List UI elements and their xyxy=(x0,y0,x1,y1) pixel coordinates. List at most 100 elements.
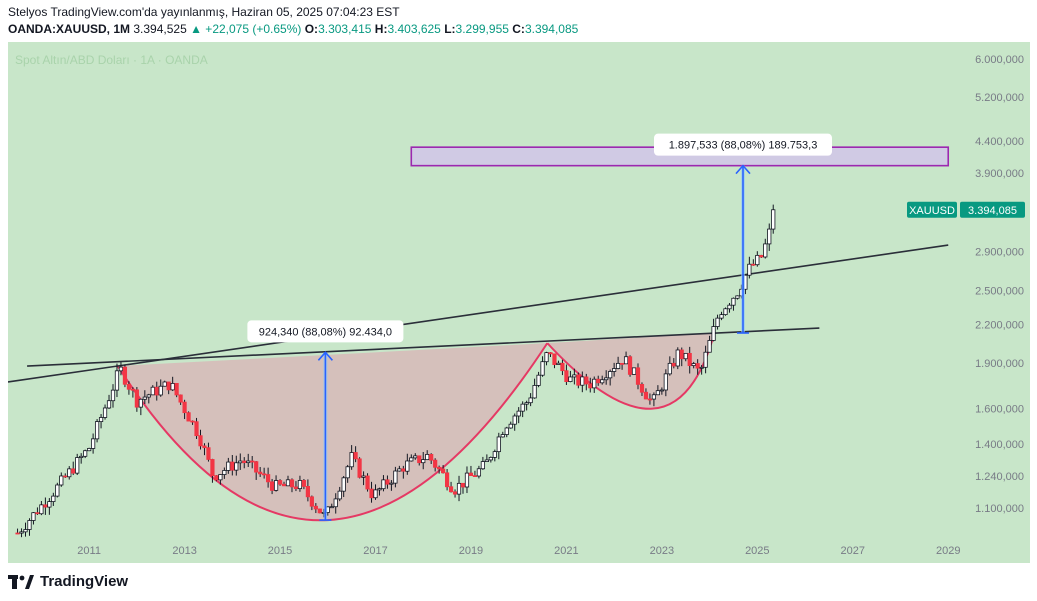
candle-body xyxy=(226,461,231,471)
candle-body xyxy=(671,362,676,367)
candle-body xyxy=(707,340,712,353)
high-value: 3.403,625 xyxy=(387,22,441,36)
candle-body xyxy=(190,420,195,423)
candle-body xyxy=(723,308,728,316)
price-chart[interactable]: Spot Altın/ABD Doları · 1A · OANDA 924,3… xyxy=(8,42,1030,563)
candle-body xyxy=(158,385,163,396)
open-label: O: xyxy=(304,22,319,36)
candle-body xyxy=(504,427,509,435)
candle-body xyxy=(281,483,287,487)
candle-body xyxy=(357,458,362,478)
candle-body xyxy=(616,362,621,369)
candle-body xyxy=(71,468,76,474)
candle-body xyxy=(87,448,92,452)
candle-body xyxy=(285,479,291,487)
candle-body xyxy=(627,356,633,375)
candle-body xyxy=(703,351,708,368)
candle-body xyxy=(679,349,684,360)
candle-body xyxy=(433,459,438,468)
candle-body xyxy=(767,228,772,245)
candle-body xyxy=(250,460,255,463)
candle-body xyxy=(373,489,378,499)
candle-body xyxy=(35,512,40,515)
candle-body xyxy=(114,370,120,391)
candle-body xyxy=(683,352,688,360)
candle-body xyxy=(134,389,139,408)
candle-body xyxy=(413,455,418,459)
low-label: L: xyxy=(444,22,456,36)
candle-body xyxy=(476,468,482,477)
x-tick-label: 2019 xyxy=(459,545,483,557)
candle-body xyxy=(83,450,88,457)
candle-body xyxy=(520,403,525,412)
candle-body xyxy=(623,356,629,365)
y-tick-label: 2.500,000 xyxy=(975,286,1024,298)
candle-body xyxy=(297,480,303,490)
candle-body xyxy=(512,415,517,425)
candle-body xyxy=(604,377,609,381)
candle-body xyxy=(524,402,529,405)
candle-body xyxy=(675,349,680,367)
candle-body xyxy=(254,461,259,473)
y-tick-label: 1.900,000 xyxy=(975,358,1024,370)
ohlc-legend: OANDA:XAUUSD, 1M 3.394,525 ▲ +22,075 (+0… xyxy=(8,22,578,36)
candle-body xyxy=(214,475,219,481)
candle-body xyxy=(580,376,585,386)
y-tick-label: 2.200,000 xyxy=(975,319,1024,331)
y-tick-label: 1.600,000 xyxy=(975,404,1024,416)
tradingview-brand: TradingView xyxy=(40,573,129,590)
candle-body xyxy=(162,381,167,387)
chart-watermark: Spot Altın/ABD Doları · 1A · OANDA xyxy=(15,53,208,67)
candle-body xyxy=(608,371,613,379)
candle-body xyxy=(102,407,108,418)
candle-body xyxy=(118,366,124,372)
candle-body xyxy=(448,486,454,493)
candle-body xyxy=(528,397,533,404)
candle-body xyxy=(289,479,295,488)
candle-body xyxy=(293,486,299,490)
candle-body xyxy=(425,454,430,461)
tradingview-logo[interactable]: TradingView xyxy=(8,573,128,590)
candle-body xyxy=(635,367,641,385)
candle-body xyxy=(182,401,187,414)
candle-body xyxy=(130,388,135,391)
publish-info: Stelyos TradingView.com'da yayınlanmış, … xyxy=(8,5,400,19)
candle-body xyxy=(91,438,96,449)
candle-body xyxy=(584,376,589,385)
candle-body xyxy=(333,498,338,508)
candle-body xyxy=(246,460,251,464)
candle-body xyxy=(79,455,84,458)
candle-body xyxy=(588,383,593,389)
candle-body xyxy=(202,445,207,449)
x-tick-label: 2017 xyxy=(363,545,387,557)
y-tick-label: 5.200,000 xyxy=(975,92,1024,104)
candle-body xyxy=(763,243,768,258)
candle-body xyxy=(759,254,764,258)
candle-body xyxy=(687,352,692,366)
candle-body xyxy=(437,466,442,470)
candle-body xyxy=(401,468,406,472)
candle-body xyxy=(361,475,366,478)
candle-body xyxy=(500,434,505,438)
candle-body xyxy=(381,479,386,490)
candle-body xyxy=(369,488,374,499)
candle-body xyxy=(592,378,597,389)
candle-body xyxy=(67,468,72,478)
last-price: 3.394,525 xyxy=(133,22,187,36)
high-label: H: xyxy=(374,22,388,36)
candle-body xyxy=(544,352,549,363)
candle-body xyxy=(464,472,470,488)
candle-body xyxy=(206,447,211,460)
candle-body xyxy=(19,531,24,534)
candle-body xyxy=(59,475,64,486)
candle-body xyxy=(532,385,537,399)
candle-body xyxy=(122,366,128,385)
candle-body xyxy=(540,361,545,376)
candle-body xyxy=(186,412,191,422)
candle-body xyxy=(727,304,732,310)
candle-body xyxy=(647,398,653,401)
candle-body xyxy=(711,326,716,341)
candle-body xyxy=(75,457,80,474)
candle-body xyxy=(389,482,394,485)
candle-body xyxy=(234,462,239,471)
